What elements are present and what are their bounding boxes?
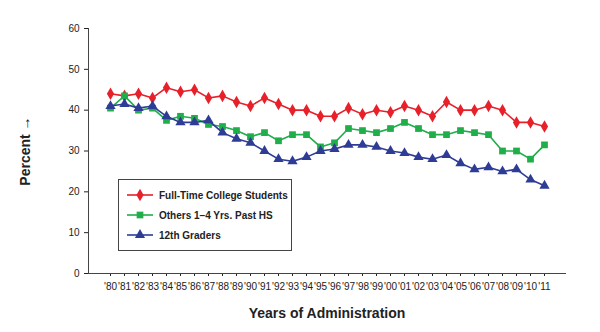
svg-text:'05: '05 <box>454 281 467 292</box>
svg-text:'08: '08 <box>496 281 509 292</box>
svg-text:'80: '80 <box>104 281 117 292</box>
svg-text:'01: '01 <box>398 281 411 292</box>
svg-text:'85: '85 <box>174 281 187 292</box>
svg-text:'09: '09 <box>510 281 523 292</box>
svg-text:'02: '02 <box>412 281 425 292</box>
svg-text:'84: '84 <box>160 281 173 292</box>
svg-text:'10: '10 <box>524 281 537 292</box>
svg-text:'82: '82 <box>132 281 145 292</box>
svg-text:'00: '00 <box>384 281 397 292</box>
svg-text:'89: '89 <box>230 281 243 292</box>
svg-text:12th Graders: 12th Graders <box>159 230 221 241</box>
svg-text:'91: '91 <box>258 281 271 292</box>
svg-text:Full-Time College Students: Full-Time College Students <box>159 190 288 201</box>
svg-text:30: 30 <box>68 145 80 156</box>
svg-text:'96: '96 <box>328 281 341 292</box>
svg-text:Years of Administration: Years of Administration <box>249 305 406 321</box>
svg-text:'93: '93 <box>286 281 299 292</box>
svg-text:0: 0 <box>74 268 80 279</box>
svg-text:'94: '94 <box>300 281 313 292</box>
svg-text:10: 10 <box>68 227 80 238</box>
svg-text:'07: '07 <box>482 281 495 292</box>
svg-text:'97: '97 <box>342 281 355 292</box>
svg-text:Others 1–4 Yrs. Past HS: Others 1–4 Yrs. Past HS <box>159 210 273 221</box>
svg-text:20: 20 <box>68 186 80 197</box>
svg-text:'11: '11 <box>538 281 551 292</box>
svg-text:40: 40 <box>68 104 80 115</box>
svg-text:50: 50 <box>68 64 80 75</box>
svg-text:'06: '06 <box>468 281 481 292</box>
svg-text:'92: '92 <box>272 281 285 292</box>
svg-text:'04: '04 <box>440 281 453 292</box>
svg-text:'98: '98 <box>356 281 369 292</box>
svg-text:'88: '88 <box>216 281 229 292</box>
svg-text:'99: '99 <box>370 281 383 292</box>
svg-text:'87: '87 <box>202 281 215 292</box>
svg-text:Percent →: Percent → <box>17 116 33 185</box>
svg-text:'95: '95 <box>314 281 327 292</box>
svg-text:'03: '03 <box>426 281 439 292</box>
svg-text:'90: '90 <box>244 281 257 292</box>
svg-text:'83: '83 <box>146 281 159 292</box>
svg-text:'81: '81 <box>118 281 131 292</box>
svg-text:60: 60 <box>68 23 80 34</box>
svg-text:'86: '86 <box>188 281 201 292</box>
